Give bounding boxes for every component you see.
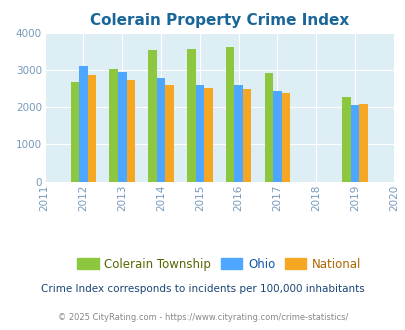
Bar xyxy=(225,47,234,182)
Bar xyxy=(234,85,242,182)
Title: Colerain Property Crime Index: Colerain Property Crime Index xyxy=(90,13,348,28)
Bar xyxy=(165,84,173,182)
Bar xyxy=(358,104,367,182)
Bar xyxy=(156,78,165,182)
Bar xyxy=(242,89,251,182)
Bar xyxy=(148,50,156,182)
Bar xyxy=(264,73,273,182)
Bar xyxy=(281,93,290,182)
Bar xyxy=(109,69,118,182)
Text: Crime Index corresponds to incidents per 100,000 inhabitants: Crime Index corresponds to incidents per… xyxy=(41,284,364,294)
Bar xyxy=(87,75,96,182)
Bar xyxy=(79,66,87,182)
Legend: Colerain Township, Ohio, National: Colerain Township, Ohio, National xyxy=(74,254,364,274)
Bar xyxy=(195,85,204,182)
Bar xyxy=(187,50,195,182)
Bar xyxy=(118,72,126,182)
Bar xyxy=(70,82,79,182)
Bar xyxy=(273,91,281,182)
Text: © 2025 CityRating.com - https://www.cityrating.com/crime-statistics/: © 2025 CityRating.com - https://www.city… xyxy=(58,313,347,322)
Bar xyxy=(341,97,350,182)
Bar xyxy=(350,105,358,182)
Bar xyxy=(204,88,212,182)
Bar xyxy=(126,80,135,182)
